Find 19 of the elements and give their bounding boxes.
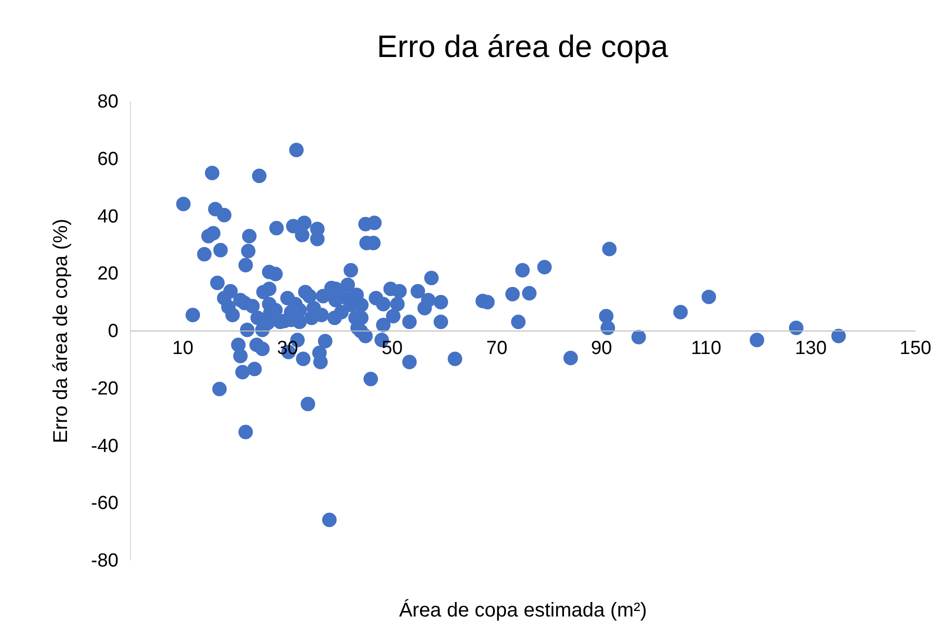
- y-tick-label: 20: [97, 264, 118, 285]
- x-tick-label: 110: [691, 338, 722, 359]
- x-tick-label: 130: [794, 338, 827, 359]
- y-axis-title: Erro da área de copa (%): [50, 218, 72, 444]
- y-tick-label: 40: [97, 206, 118, 228]
- y-tick-label: -20: [91, 378, 118, 400]
- y-tick-label: 80: [97, 92, 118, 112]
- chart-title: Erro da área de copa: [376, 29, 669, 64]
- x-tick-label: 150: [900, 338, 932, 359]
- x-tick-label: 70: [486, 338, 508, 359]
- y-tick-label: 60: [97, 148, 118, 170]
- x-tick-label: 90: [590, 338, 612, 359]
- x-tick-label: 10: [172, 338, 194, 359]
- y-tick-label: -60: [91, 493, 118, 514]
- x-axis-title: Área de copa estimada (m²): [399, 598, 647, 622]
- y-tick-label: -40: [91, 436, 118, 457]
- y-tick-label: 0: [108, 321, 118, 342]
- y-tick-label: -80: [91, 550, 118, 572]
- x-tick-label: 50: [382, 338, 403, 359]
